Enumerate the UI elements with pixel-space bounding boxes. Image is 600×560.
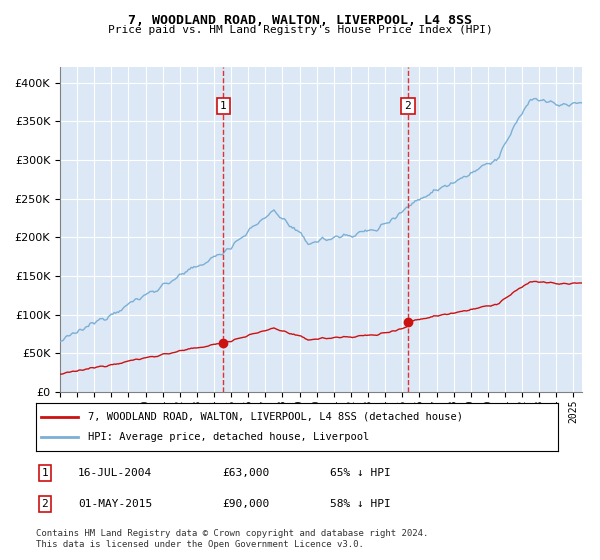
- Text: £90,000: £90,000: [222, 499, 269, 509]
- Text: Contains HM Land Registry data © Crown copyright and database right 2024.
This d: Contains HM Land Registry data © Crown c…: [36, 529, 428, 549]
- Text: 01-MAY-2015: 01-MAY-2015: [78, 499, 152, 509]
- Text: 58% ↓ HPI: 58% ↓ HPI: [330, 499, 391, 509]
- Text: 7, WOODLAND ROAD, WALTON, LIVERPOOL, L4 8SS (detached house): 7, WOODLAND ROAD, WALTON, LIVERPOOL, L4 …: [88, 412, 463, 422]
- Text: 16-JUL-2004: 16-JUL-2004: [78, 468, 152, 478]
- Text: 1: 1: [220, 101, 227, 111]
- Text: Price paid vs. HM Land Registry's House Price Index (HPI): Price paid vs. HM Land Registry's House …: [107, 25, 493, 35]
- Text: 65% ↓ HPI: 65% ↓ HPI: [330, 468, 391, 478]
- Text: 2: 2: [41, 499, 49, 509]
- Text: 2: 2: [404, 101, 412, 111]
- Bar: [223, 67, 408, 392]
- Text: 1: 1: [41, 468, 49, 478]
- Text: 7, WOODLAND ROAD, WALTON, LIVERPOOL, L4 8SS: 7, WOODLAND ROAD, WALTON, LIVERPOOL, L4 …: [128, 14, 472, 27]
- Text: HPI: Average price, detached house, Liverpool: HPI: Average price, detached house, Live…: [88, 432, 370, 442]
- Text: £63,000: £63,000: [222, 468, 269, 478]
